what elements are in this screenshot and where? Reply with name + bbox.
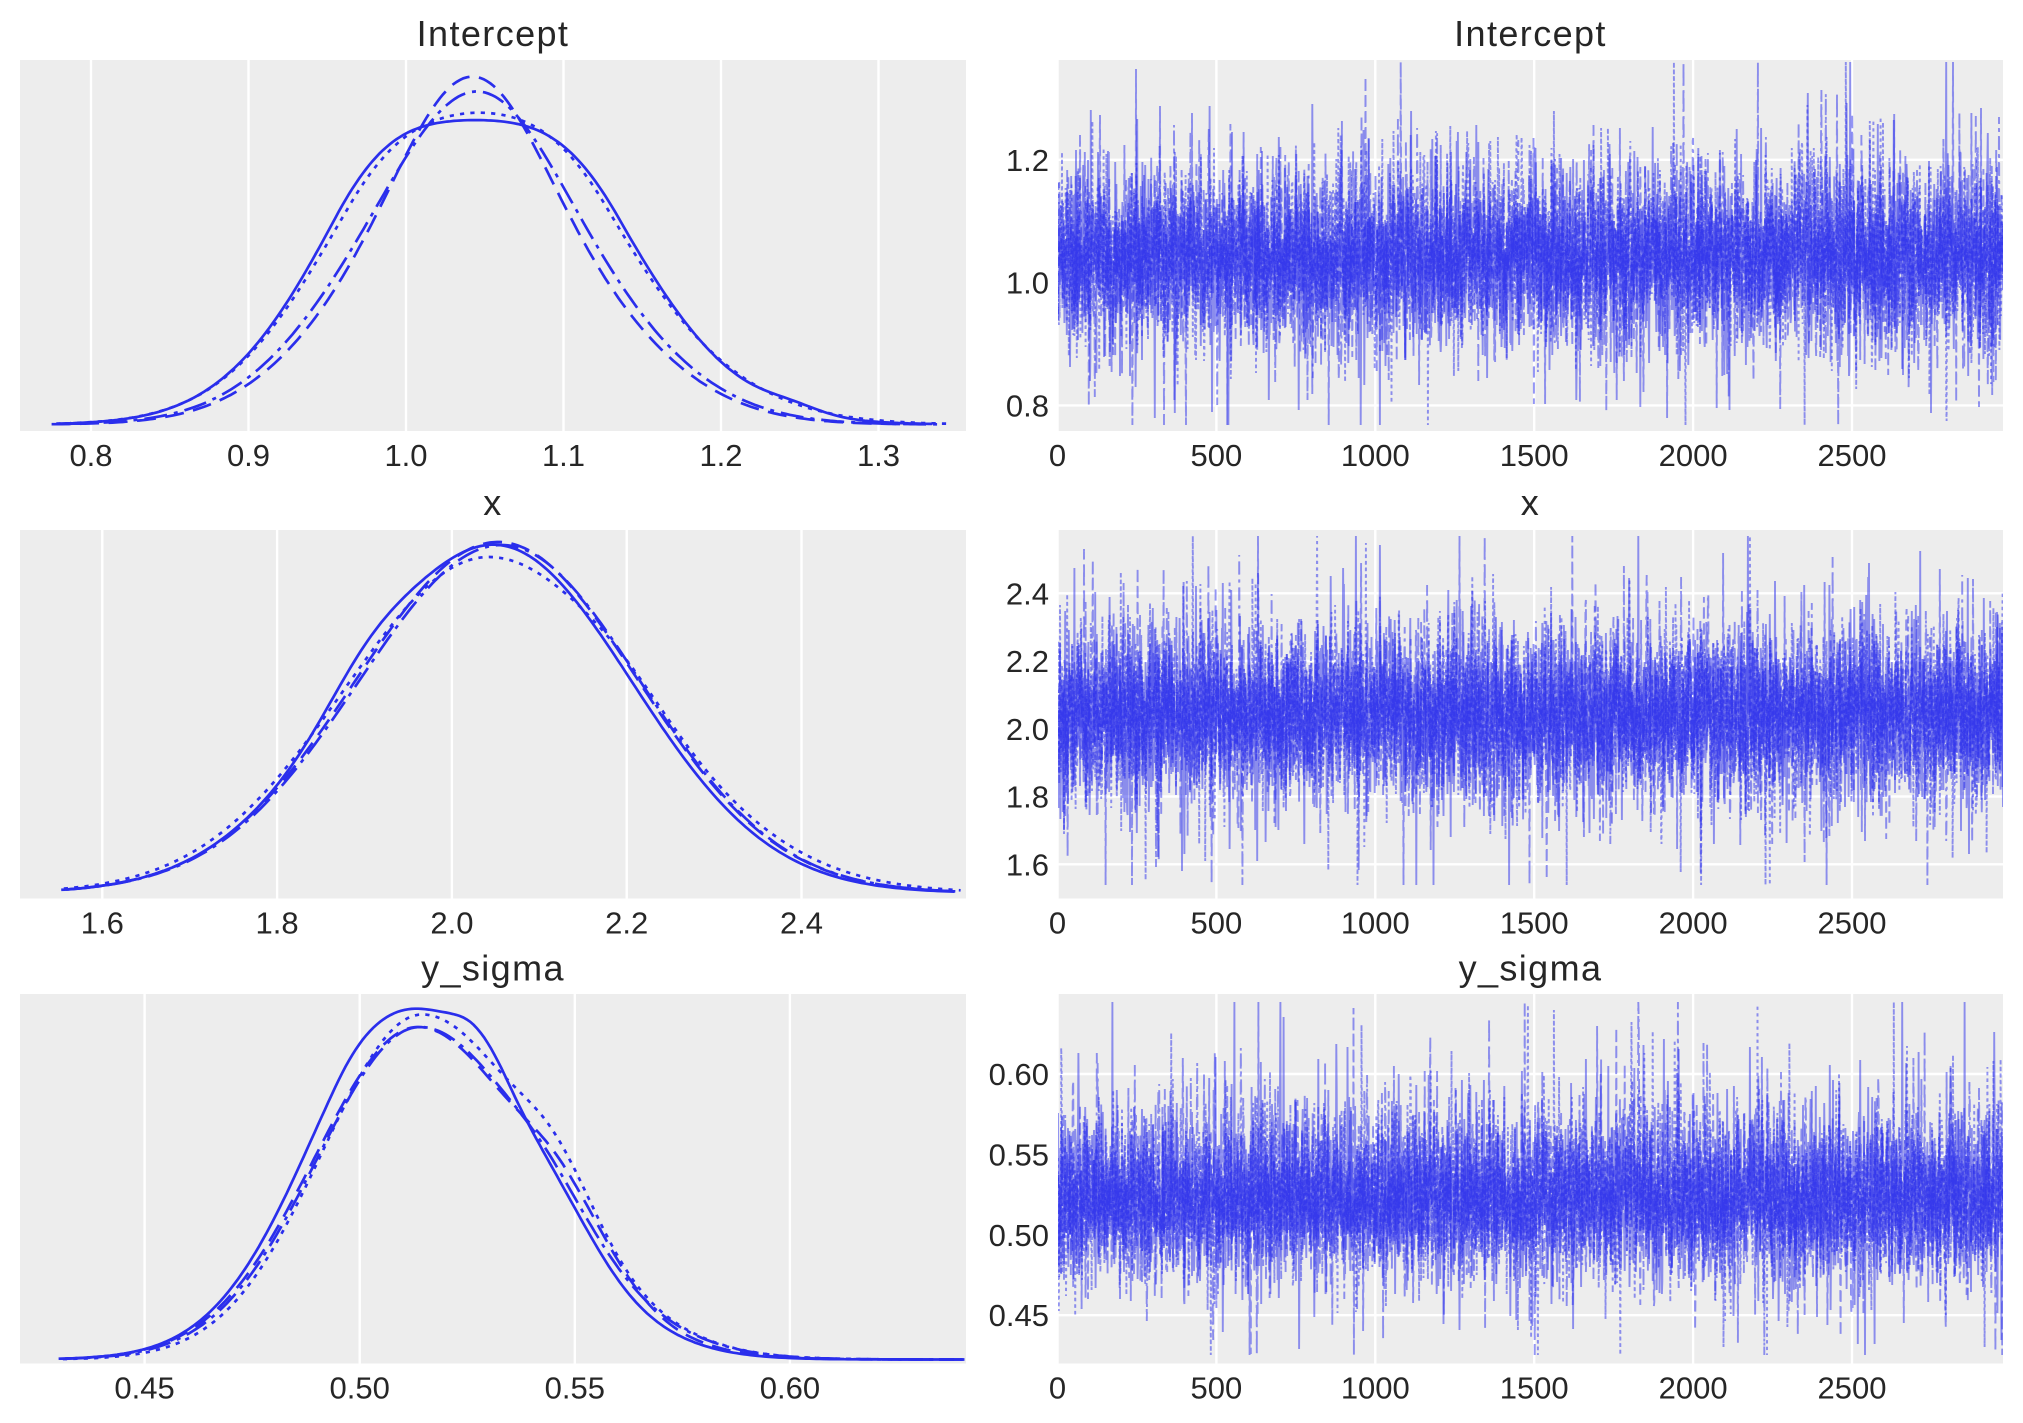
svg-text:1.8: 1.8 [1006, 780, 1049, 815]
svg-text:1.1: 1.1 [542, 438, 585, 473]
svg-text:x: x [1521, 482, 1540, 523]
svg-text:2.0: 2.0 [430, 906, 473, 941]
svg-text:Intercept: Intercept [1454, 13, 1607, 54]
svg-text:1.2: 1.2 [1006, 143, 1049, 178]
svg-text:0.8: 0.8 [1006, 388, 1049, 423]
svg-text:0.60: 0.60 [760, 1371, 820, 1406]
svg-text:2000: 2000 [1659, 438, 1728, 473]
svg-text:1.6: 1.6 [81, 906, 124, 941]
svg-text:1.0: 1.0 [1006, 266, 1049, 301]
svg-text:0.55: 0.55 [545, 1371, 605, 1406]
svg-text:y_sigma: y_sigma [421, 948, 565, 989]
svg-text:0.45: 0.45 [989, 1298, 1049, 1333]
svg-text:0.60: 0.60 [989, 1057, 1049, 1092]
svg-text:0.55: 0.55 [989, 1137, 1049, 1172]
svg-text:0.45: 0.45 [114, 1371, 174, 1406]
svg-text:0.8: 0.8 [69, 438, 112, 473]
svg-text:2000: 2000 [1659, 1371, 1728, 1406]
svg-text:2.4: 2.4 [1006, 576, 1049, 611]
svg-text:2500: 2500 [1818, 438, 1887, 473]
svg-text:1500: 1500 [1500, 1371, 1569, 1406]
svg-text:2.4: 2.4 [780, 906, 823, 941]
svg-text:1500: 1500 [1500, 906, 1569, 941]
svg-text:500: 500 [1191, 438, 1243, 473]
svg-text:2.0: 2.0 [1006, 712, 1049, 747]
svg-text:2.2: 2.2 [605, 906, 648, 941]
svg-text:1500: 1500 [1500, 438, 1569, 473]
svg-text:x: x [483, 482, 502, 523]
svg-text:2000: 2000 [1659, 906, 1728, 941]
svg-text:0: 0 [1049, 438, 1066, 473]
svg-text:0.9: 0.9 [227, 438, 270, 473]
svg-text:1.6: 1.6 [1006, 847, 1049, 882]
svg-text:y_sigma: y_sigma [1459, 948, 1603, 989]
svg-text:1000: 1000 [1341, 438, 1410, 473]
svg-text:500: 500 [1191, 906, 1243, 941]
svg-text:1.2: 1.2 [699, 438, 742, 473]
svg-text:500: 500 [1191, 1371, 1243, 1406]
svg-text:1.8: 1.8 [256, 906, 299, 941]
svg-text:1000: 1000 [1341, 906, 1410, 941]
svg-text:0.50: 0.50 [989, 1218, 1049, 1253]
svg-text:1.3: 1.3 [857, 438, 900, 473]
svg-text:2.2: 2.2 [1006, 644, 1049, 679]
svg-text:0.50: 0.50 [330, 1371, 390, 1406]
svg-text:2500: 2500 [1818, 1371, 1887, 1406]
svg-text:1.0: 1.0 [384, 438, 427, 473]
svg-text:Intercept: Intercept [417, 13, 570, 54]
svg-text:1000: 1000 [1341, 1371, 1410, 1406]
svg-text:0: 0 [1049, 1371, 1066, 1406]
svg-text:2500: 2500 [1818, 906, 1887, 941]
svg-text:0: 0 [1049, 906, 1066, 941]
